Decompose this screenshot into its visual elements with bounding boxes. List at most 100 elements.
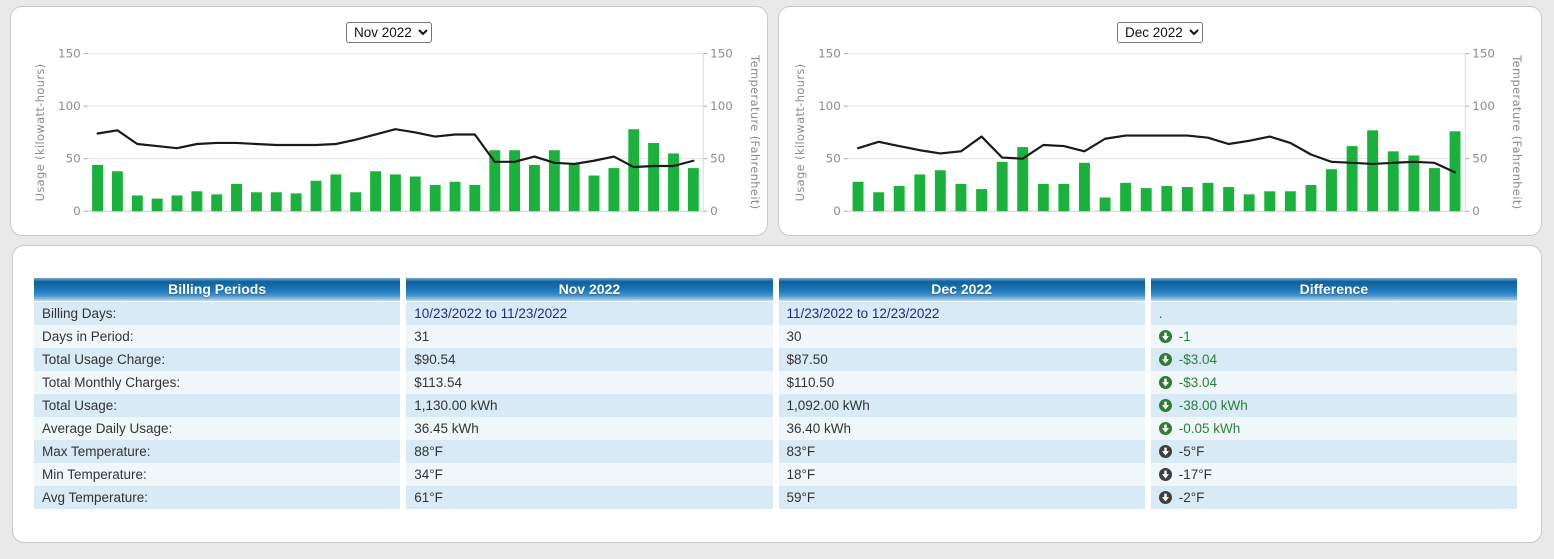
dec-value: 36.40 kWh xyxy=(786,421,852,436)
y-axis-label-temperature: Temperature (Fahrenheit) xyxy=(1510,54,1524,209)
table-row: -5°F xyxy=(1150,440,1517,463)
y-tick-label-right: 0 xyxy=(1472,204,1480,218)
trend-down-gray-icon xyxy=(1158,468,1172,481)
row-label: Days in Period: xyxy=(42,329,134,344)
table-row: 18°F xyxy=(778,463,1145,486)
usage-bar xyxy=(1223,187,1235,212)
column-body-billing-periods: Billing Days: Days in Period: Total Usage … xyxy=(34,302,401,509)
dec-value: $87.50 xyxy=(786,352,828,367)
usage-bar xyxy=(934,170,946,212)
column-nov-2022: Nov 2022 10/23/2022 to 11/23/2022 31 $90.5… xyxy=(406,278,773,509)
nov-value: 31 xyxy=(414,329,430,344)
usage-bar xyxy=(996,161,1008,212)
difference-value: -1 xyxy=(1178,329,1191,344)
column-header-difference: Difference xyxy=(1150,278,1517,301)
usage-bar xyxy=(469,184,481,212)
temperature-line xyxy=(856,134,1457,174)
table-row: 1,130.00 kWh xyxy=(406,394,773,417)
nov-value: 36.45 kWh xyxy=(414,421,479,436)
table-row: -2°F xyxy=(1150,486,1517,509)
table-row: $110.50 xyxy=(778,371,1145,394)
dec-value: 18°F xyxy=(786,467,816,482)
difference-value: -2°F xyxy=(1178,490,1205,505)
chart-panel-nov: Nov 2022 0 0 50 50 100 100 150 150 Usage (kilowa… xyxy=(10,6,768,236)
y-tick-label-right: 0 xyxy=(710,204,718,218)
table-row: . xyxy=(1150,302,1517,325)
y-tick-label-right: 150 xyxy=(710,47,733,61)
usage-bar xyxy=(92,165,104,212)
usage-bar xyxy=(211,194,223,212)
usage-bars xyxy=(852,130,1461,212)
trend-down-gray-icon xyxy=(1158,491,1172,504)
month-selector-dec[interactable]: Dec 2022 xyxy=(1117,22,1203,43)
difference-value: -5°F xyxy=(1178,444,1205,459)
table-row: 10/23/2022 to 11/23/2022 xyxy=(406,302,773,325)
dec-value: 83°F xyxy=(786,444,816,459)
usage-bar xyxy=(648,142,660,212)
grid-and-axes: 0 0 50 50 100 100 150 150 xyxy=(818,47,1495,219)
y-tick-label-right: 100 xyxy=(710,99,733,113)
trend-down-green-icon xyxy=(1158,399,1172,412)
usage-bar xyxy=(1346,146,1358,212)
table-row: -$3.04 xyxy=(1150,371,1517,394)
usage-bar xyxy=(955,183,967,212)
usage-bar xyxy=(231,183,242,212)
y-tick-label-right: 50 xyxy=(710,152,725,166)
usage-bar xyxy=(389,174,401,212)
usage-bar xyxy=(449,181,461,212)
usage-bar xyxy=(251,192,262,212)
column-body-nov-2022: 10/23/2022 to 11/23/2022 31 $90.54 $113.54 1… xyxy=(406,302,773,509)
usage-bar xyxy=(668,153,679,212)
trend-down-gray-icon xyxy=(1158,445,1172,458)
row-label: Average Daily Usage: xyxy=(42,421,173,436)
usage-bar xyxy=(111,171,123,212)
usage-temperature-chart-dec: 0 0 50 50 100 100 150 150 Usage (kilowatt-hours)… xyxy=(793,47,1524,219)
usage-bar xyxy=(310,180,322,212)
table-row: Average Daily Usage: xyxy=(34,417,401,440)
nov-value: 88°F xyxy=(414,444,443,459)
column-billing-periods: Billing Periods Billing Days: Days in Per… xyxy=(34,278,401,509)
trend-down-green-icon xyxy=(1158,330,1172,343)
usage-bar xyxy=(290,193,302,212)
usage-bars xyxy=(92,129,699,212)
usage-bar xyxy=(1079,162,1090,212)
usage-bar xyxy=(588,175,600,212)
table-row: Billing Days: xyxy=(34,302,401,325)
month-selector-nov[interactable]: Nov 2022 xyxy=(346,22,432,43)
usage-bar xyxy=(568,163,580,212)
dec-value: $110.50 xyxy=(786,375,835,390)
nov-value: $90.54 xyxy=(414,352,456,367)
usage-bar xyxy=(151,198,163,212)
table-row: 11/23/2022 to 12/23/2022 xyxy=(778,302,1145,325)
usage-bar xyxy=(429,184,441,212)
y-tick-label-left: 150 xyxy=(58,47,81,61)
usage-bar xyxy=(350,192,362,212)
column-body-difference: . -1 -$3.04 -$3.04 -38.00 kWh -0.05 kWh -5°F -1… xyxy=(1150,302,1517,509)
usage-bar xyxy=(131,195,143,212)
dec-value: 59°F xyxy=(786,490,816,505)
column-body-dec-2022: 11/23/2022 to 12/23/2022 30 $87.50 $110.50 1… xyxy=(778,302,1145,509)
usage-bar xyxy=(893,186,905,212)
y-tick-label-left: 50 xyxy=(66,152,81,166)
temperature-line xyxy=(96,128,695,169)
difference-value: -38.00 kWh xyxy=(1178,398,1248,413)
table-row: -$3.04 xyxy=(1150,348,1517,371)
billing-comparison-table: Billing Periods Billing Days: Days in Per… xyxy=(34,278,1517,509)
usage-bar xyxy=(370,171,382,212)
row-label: Avg Temperature: xyxy=(42,490,149,505)
usage-bar xyxy=(509,150,521,212)
column-difference: Difference . -1 -$3.04 -$3.04 -38.00 kWh -0.0… xyxy=(1150,278,1517,509)
usage-bar xyxy=(852,181,864,212)
y-tick-label-left: 100 xyxy=(818,99,841,113)
table-row: 83°F xyxy=(778,440,1145,463)
y-tick-label-left: 0 xyxy=(73,204,81,218)
table-row: $90.54 xyxy=(406,348,773,371)
nov-value: 1,130.00 kWh xyxy=(414,398,498,413)
y-tick-label-left: 150 xyxy=(818,47,841,61)
dec-value: 11/23/2022 to 12/23/2022 xyxy=(786,306,940,321)
table-row: Total Usage Charge: xyxy=(34,348,401,371)
usage-bar xyxy=(409,176,421,212)
table-row: 61°F xyxy=(406,486,773,509)
row-label: Max Temperature: xyxy=(42,444,151,459)
table-row: 36.40 kWh xyxy=(778,417,1145,440)
